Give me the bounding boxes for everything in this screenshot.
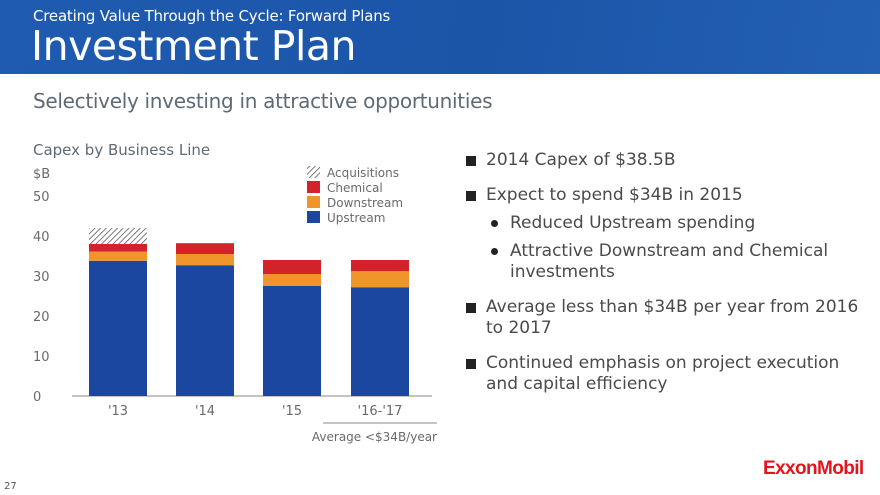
y-tick-label: 0 (33, 390, 41, 405)
y-tick-label: 20 (33, 310, 50, 325)
y-axis-label: $B (33, 167, 50, 182)
average-annotation: Average <$34B/year (312, 430, 437, 444)
x-tick-label: '16-'17 (358, 404, 403, 419)
bullet-text: 2014 Capex of $38.5B (486, 150, 676, 170)
chart-title: Capex by Business Line (33, 141, 211, 159)
bullet-item: Continued emphasis on project execution … (462, 353, 872, 395)
y-tick-label: 50 (33, 190, 50, 205)
y-tick-label: 40 (33, 230, 50, 245)
legend-label: Chemical (327, 181, 383, 195)
dot-bullet-icon (491, 220, 498, 227)
bar-chemical (89, 244, 147, 252)
sub-bullet-item: Reduced Upstream spending (462, 213, 872, 234)
bar-upstream (351, 287, 409, 396)
square-bullet-icon (466, 303, 476, 313)
bullet-list: 2014 Capex of $38.5B Expect to spend $34B… (462, 150, 872, 409)
legend-label: Downstream (327, 196, 403, 210)
y-tick-label: 30 (33, 270, 50, 285)
x-tick-label: '13 (108, 404, 128, 419)
legend-swatch (307, 166, 320, 178)
page-number: 27 (4, 481, 17, 492)
bullet-text: Continued emphasis on project execution … (486, 353, 840, 394)
bar-downstream (89, 251, 147, 261)
legend-swatch (307, 196, 320, 208)
legend-swatch (307, 211, 320, 223)
bullet-item: Expect to spend $34B in 2015 Reduced Upst… (462, 185, 872, 283)
dot-bullet-icon (491, 248, 498, 255)
bar-upstream (263, 286, 321, 396)
square-bullet-icon (466, 156, 476, 166)
bullet-text: Average less than $34B per year from 201… (486, 297, 859, 338)
square-bullet-icon (466, 359, 476, 369)
legend-label: Acquisitions (327, 166, 399, 180)
page-title: Investment Plan (31, 22, 356, 70)
header-banner: Creating Value Through the Cycle: Forwar… (0, 0, 880, 74)
x-tick-label: '14 (195, 404, 215, 419)
bullet-item: Average less than $34B per year from 201… (462, 297, 872, 339)
bar-upstream (89, 260, 147, 396)
page-subtitle: Selectively investing in attractive oppo… (33, 89, 493, 113)
exxonmobil-logo: ExxonMobil (763, 458, 864, 479)
legend-label: Upstream (327, 211, 385, 225)
x-tick-label: '15 (282, 404, 302, 419)
bullet-item: 2014 Capex of $38.5B (462, 150, 872, 171)
sub-bullet-item: Attractive Downstream and Chemical inves… (462, 241, 872, 283)
legend-swatch (307, 181, 320, 193)
header-kicker: Creating Value Through the Cycle: Forwar… (33, 7, 391, 25)
bar-chemical (351, 260, 409, 272)
y-tick-label: 10 (33, 350, 50, 365)
bar-downstream (176, 254, 234, 266)
bullet-text: Expect to spend $34B in 2015 (486, 185, 743, 205)
bar-acquisitions (89, 228, 147, 244)
bar-upstream (176, 265, 234, 396)
sub-bullet-text: Attractive Downstream and Chemical inves… (510, 241, 829, 282)
bar-chemical (176, 243, 234, 254)
sub-bullet-text: Reduced Upstream spending (510, 213, 756, 233)
bar-chemical (263, 260, 321, 274)
square-bullet-icon (466, 191, 476, 201)
bar-downstream (263, 274, 321, 286)
bar-downstream (351, 271, 409, 288)
